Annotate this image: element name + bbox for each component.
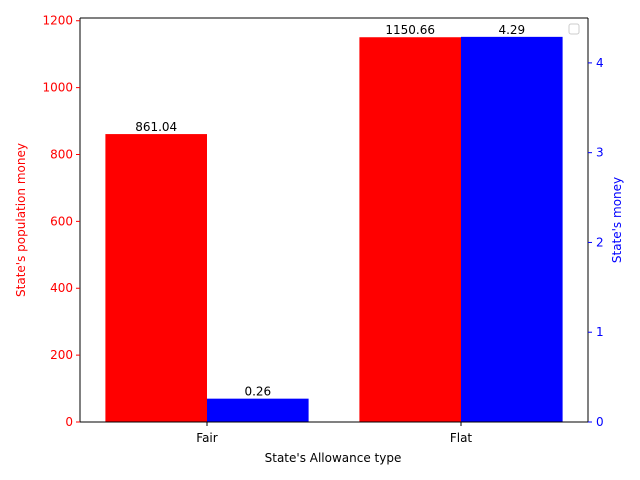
right-y-tick-label: 0 — [596, 415, 604, 429]
right-y-tick-label: 3 — [596, 146, 604, 160]
bar-labels-layer: 861.04 1150.66 0.26 4.29 — [135, 23, 525, 399]
left-y-tick-label: 1000 — [42, 81, 73, 95]
bar-left-flat — [359, 37, 461, 422]
right-y-axis-label: State's money — [610, 177, 624, 263]
right-y-tick-label: 2 — [596, 235, 604, 249]
empty-legend-box — [568, 23, 580, 35]
left-y-tick-label: 600 — [50, 214, 73, 228]
left-y-tick-label: 200 — [50, 348, 73, 362]
bar-right-fair — [207, 398, 309, 422]
left-y-tick-label: 400 — [50, 281, 73, 295]
right-y-tick-label: 4 — [596, 56, 604, 70]
bar-left-fair — [105, 134, 207, 422]
x-tick-label-fair: Fair — [196, 431, 217, 445]
left-y-tick-label: 1200 — [42, 14, 73, 28]
x-axis-label: State's Allowance type — [265, 451, 402, 465]
bar-value-label-right-flat: 4.29 — [498, 23, 525, 37]
right-y-tick-label: 1 — [596, 325, 604, 339]
bars-layer — [105, 36, 563, 422]
left-y-tick-label: 800 — [50, 147, 73, 161]
bar-value-label-right-fair: 0.26 — [244, 385, 271, 399]
x-tick-label-flat: Flat — [450, 431, 473, 445]
bar-right-flat — [461, 36, 563, 422]
left-y-tick-label: 0 — [65, 415, 73, 429]
left-y-axis-label: State's population money — [14, 143, 28, 297]
axes-layer: Fair Flat 0 200 400 600 800 1000 1200 0 1 2 3 4 — [42, 14, 603, 445]
bar-value-label-left-flat: 1150.66 — [385, 23, 435, 37]
bar-value-label-left-fair: 861.04 — [135, 120, 177, 134]
